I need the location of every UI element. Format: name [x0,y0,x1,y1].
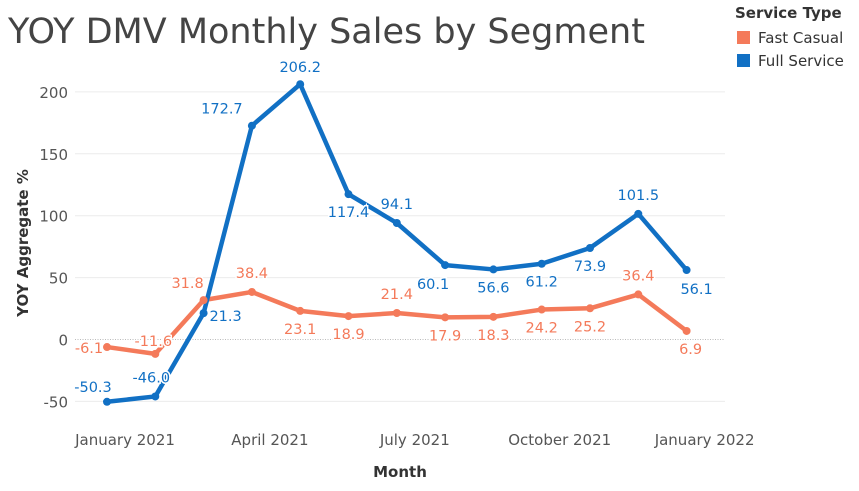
data-point[interactable] [634,290,643,299]
data-point[interactable] [392,309,401,318]
data-point[interactable] [586,304,594,313]
data-point[interactable] [199,309,208,318]
data-point[interactable] [441,261,450,270]
data-point[interactable] [489,312,498,321]
data-point[interactable] [296,306,305,315]
data-labels: -6.1 -11.6 31.8 38.4 23.1 18.9 21.4 17.9 18.3 24.… [73,59,715,398]
y-tick-label: 100 [39,208,68,226]
data-point[interactable] [103,343,111,352]
series-line-full-service [104,81,689,405]
data-label: 23.1 [284,322,316,338]
data-label: -46.0 [133,370,171,386]
data-point[interactable] [247,121,256,130]
data-label: 18.9 [332,327,364,343]
data-label: 25.2 [574,319,606,335]
y-tick-label: 150 [39,146,68,164]
data-point[interactable] [682,326,691,335]
y-tick-label: 0 [58,332,68,350]
series-lines [104,81,689,405]
y-axis-label: YOY Aggregate % [14,169,32,318]
data-label: 94.1 [381,197,413,213]
data-label: -6.1 [75,341,103,357]
legend-item-fast-casual[interactable]: Fast Casual [735,26,855,49]
data-label: 18.3 [477,328,509,344]
y-tick-label: 50 [49,270,68,288]
data-label: 61.2 [526,275,558,291]
x-tick-label: July 2021 [379,431,450,449]
legend-item-full-service[interactable]: Full Service [735,49,855,72]
data-point[interactable] [537,259,546,268]
data-label: 6.9 [679,342,702,358]
data-point[interactable] [151,349,160,358]
data-point[interactable] [296,80,305,89]
data-point[interactable] [489,265,498,274]
data-label: 17.9 [429,328,461,344]
x-tick-label: April 2021 [231,431,308,449]
data-point[interactable] [537,305,546,314]
data-label: 31.8 [171,276,203,292]
data-label: 24.2 [526,321,558,337]
x-axis: January 2021 April 2021 July 2021 October 2… [74,431,754,449]
data-label: 21.4 [381,287,413,303]
data-label: 38.4 [236,266,268,282]
data-point[interactable] [344,190,353,199]
legend: Service Type Fast Casual Full Service [735,4,855,72]
data-point[interactable] [441,313,450,322]
y-tick-label: 200 [39,84,68,102]
data-point[interactable] [682,266,691,275]
legend-swatch-full-service [737,54,750,67]
data-point[interactable] [634,209,643,218]
data-label: 60.1 [417,277,449,293]
y-axis: -50 0 50 100 150 200 [39,84,69,411]
data-point[interactable] [199,296,208,305]
gridlines [75,91,725,402]
y-tick-label: -50 [44,393,69,411]
data-point[interactable] [247,287,256,296]
legend-label-full-service: Full Service [758,51,844,70]
data-label: 172.7 [201,102,243,118]
data-label: 21.3 [209,309,241,325]
data-point[interactable] [586,244,594,253]
legend-title: Service Type [735,4,842,22]
chart-title: YOY DMV Monthly Sales by Segment [8,12,645,52]
data-label: 73.9 [574,259,606,275]
data-points [103,80,691,406]
x-axis-label: Month [373,463,427,481]
data-point[interactable] [151,392,160,401]
data-point[interactable] [103,397,111,406]
data-label: 56.1 [680,282,712,298]
data-label: 56.6 [477,280,509,296]
data-label: 117.4 [328,205,370,221]
x-tick-label: January 2021 [74,431,175,449]
x-tick-label: October 2021 [508,431,611,449]
x-tick-label: January 2022 [654,431,755,449]
data-label: 206.2 [279,60,321,76]
legend-label-fast-casual: Fast Casual [758,28,844,47]
data-point[interactable] [392,219,401,228]
data-label: 101.5 [618,188,660,204]
data-point[interactable] [344,312,353,321]
data-label: -11.6 [135,334,173,350]
data-label: 36.4 [622,268,654,284]
data-label: -50.3 [74,380,112,396]
legend-swatch-fast-casual [737,31,750,44]
